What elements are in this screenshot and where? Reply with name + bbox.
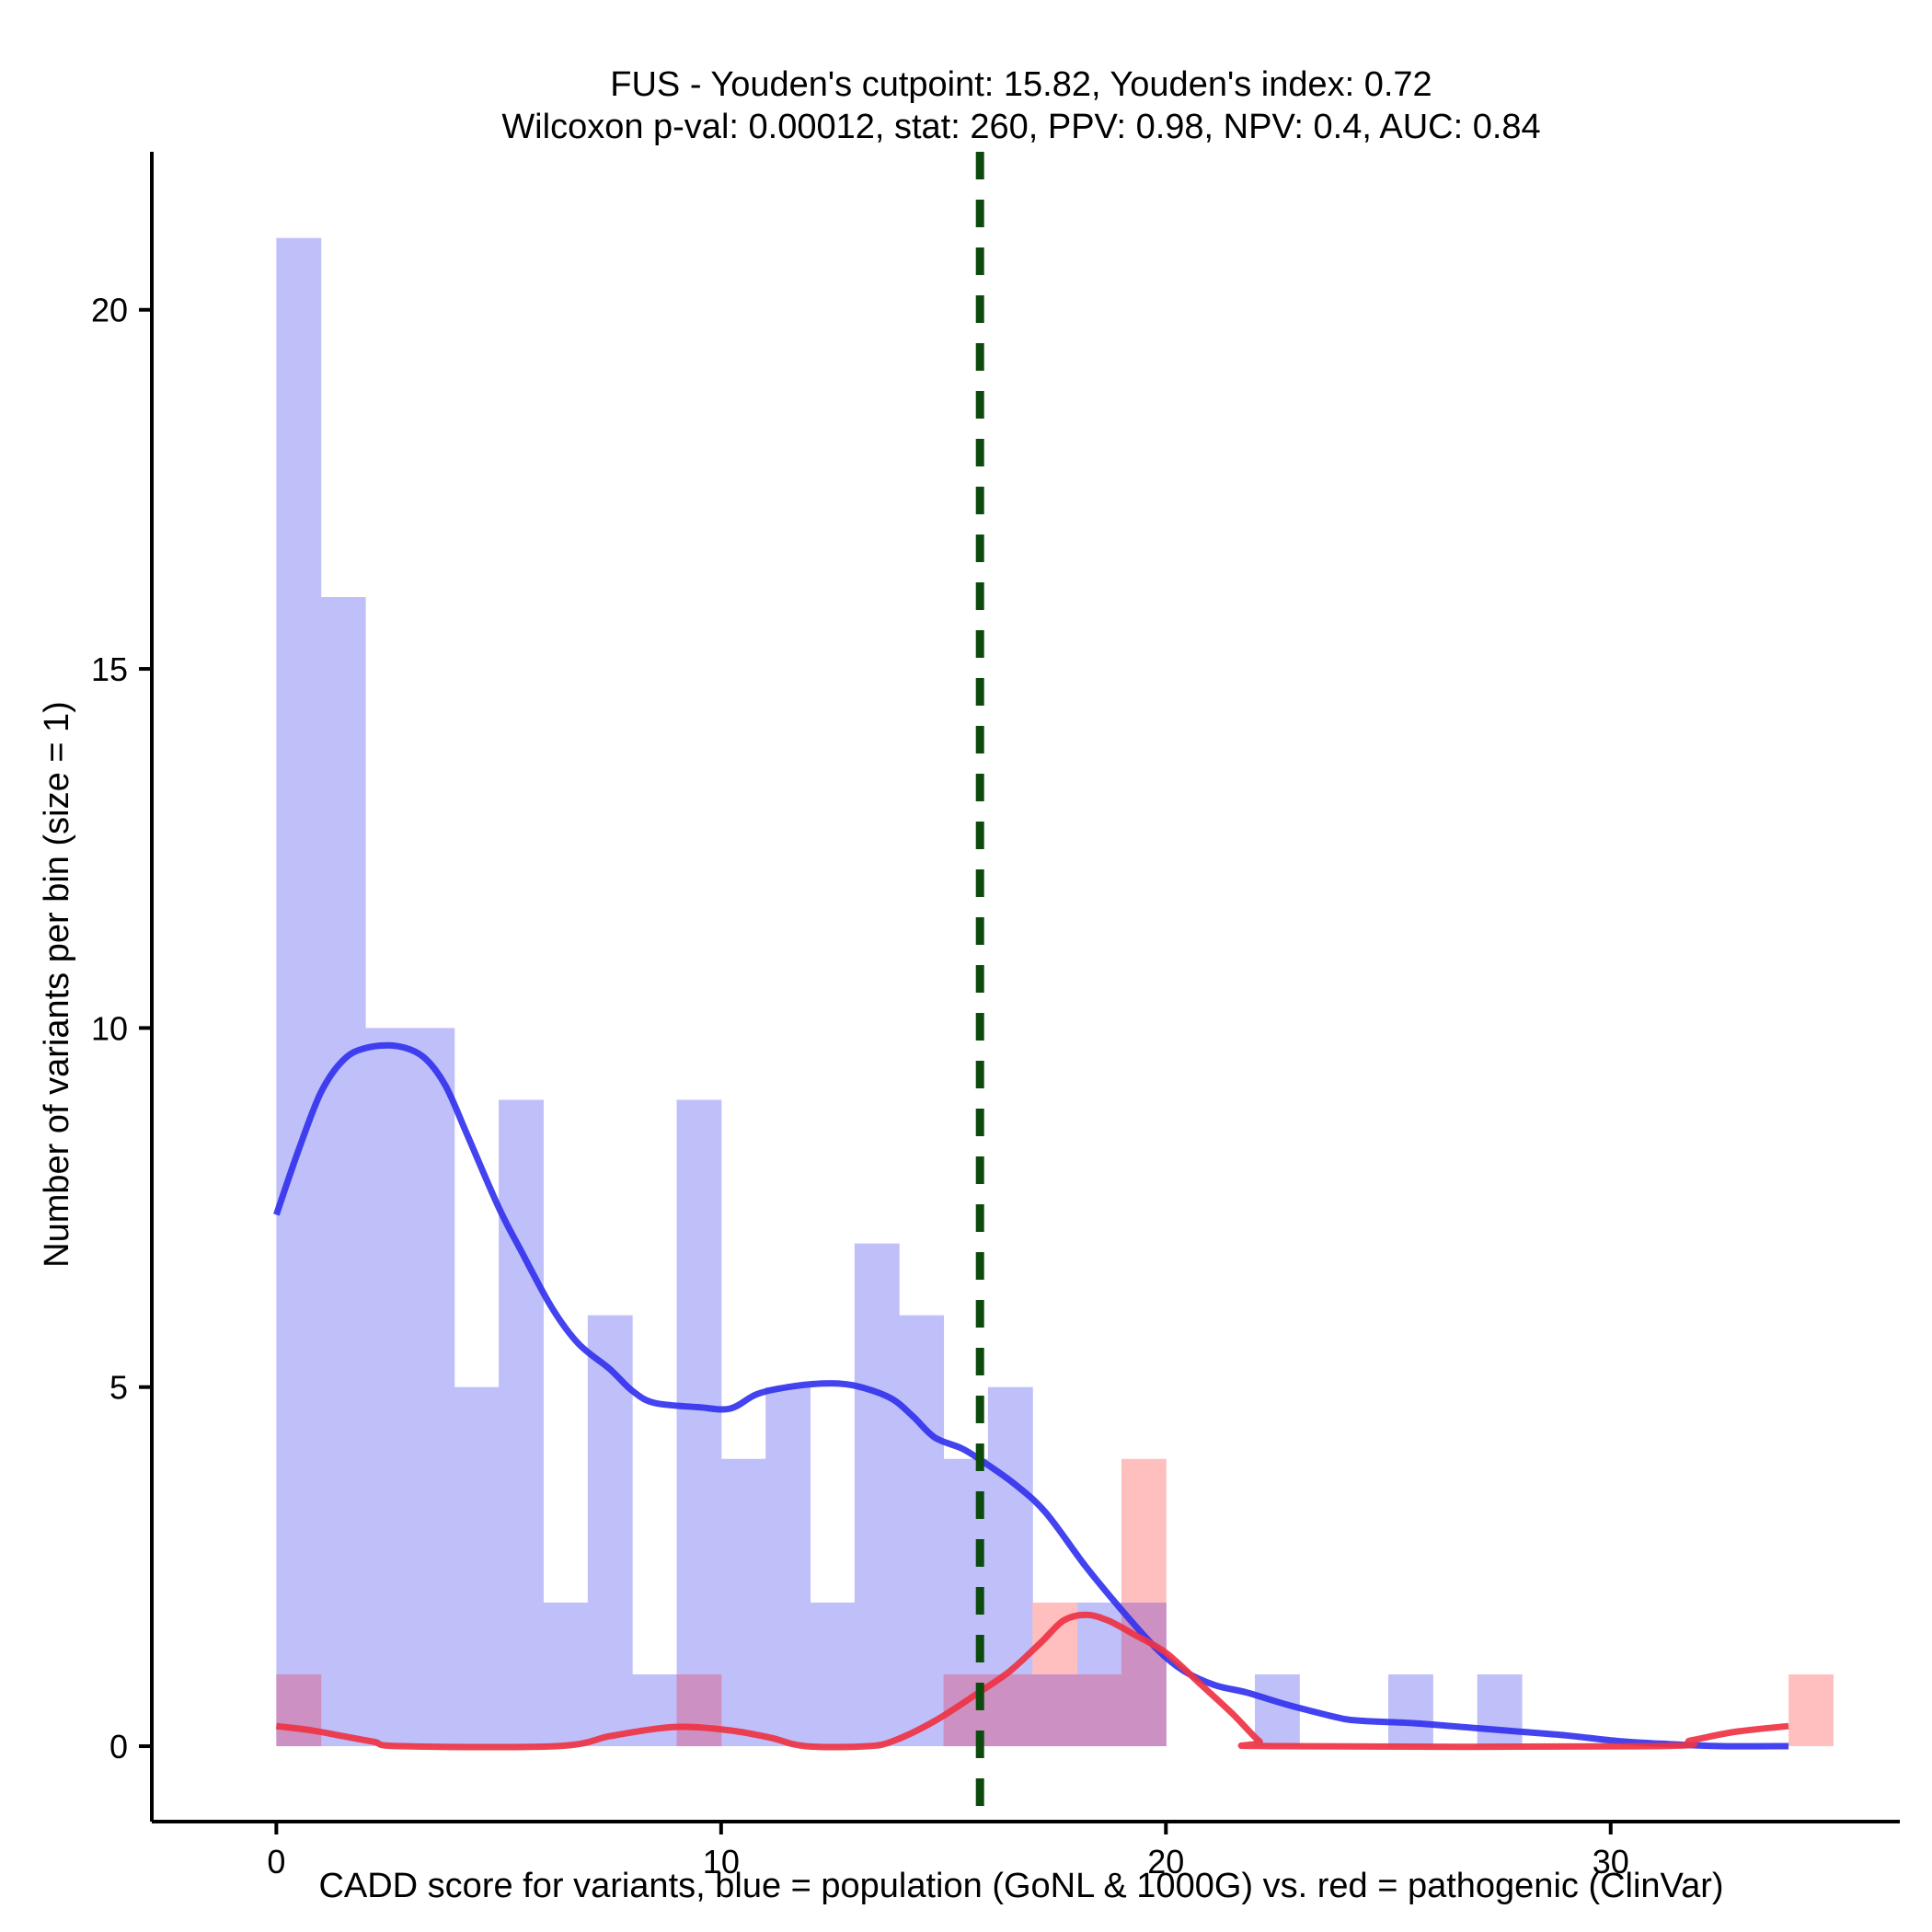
population-bar bbox=[499, 1099, 544, 1747]
x-axis-label: CADD score for variants, blue = populati… bbox=[318, 1867, 1723, 1905]
population-bar bbox=[276, 237, 322, 1747]
x-ticks: 0 10 20 30 bbox=[267, 1822, 1629, 1880]
axes: 0 10 20 30 0 5 10 15 20 bbox=[91, 152, 1900, 1880]
population-bar bbox=[320, 597, 366, 1747]
population-bar bbox=[899, 1315, 945, 1747]
pathogenic-bar bbox=[1121, 1458, 1167, 1603]
x-tick-label: 20 bbox=[1147, 1843, 1184, 1880]
y-axis-label: Number of variants per bin (size = 1) bbox=[38, 701, 76, 1268]
chart-title-line-2: Wilcoxon p-val: 0.00012, stat: 260, PPV:… bbox=[501, 108, 1540, 146]
population-bar bbox=[454, 1386, 500, 1747]
y-tick-label: 15 bbox=[91, 650, 128, 688]
overlap-bar bbox=[1121, 1602, 1167, 1747]
x-tick-label: 0 bbox=[267, 1843, 285, 1880]
pathogenic-bar bbox=[1032, 1602, 1078, 1674]
x-tick-label: 30 bbox=[1593, 1843, 1629, 1880]
population-bar bbox=[365, 1028, 410, 1747]
population-bar bbox=[543, 1602, 589, 1747]
population-bar bbox=[854, 1243, 900, 1747]
population-bar bbox=[810, 1602, 856, 1747]
density-lines bbox=[273, 1041, 1789, 1751]
chart-title-line-1: FUS - Youden's cutpoint: 15.82, Youden's… bbox=[610, 65, 1432, 104]
y-ticks: 0 5 10 15 20 bbox=[91, 292, 152, 1765]
population-bar bbox=[1388, 1673, 1433, 1747]
population-bar bbox=[587, 1315, 633, 1747]
population-bar bbox=[1254, 1673, 1300, 1747]
population-bar bbox=[676, 1099, 722, 1747]
population-bar bbox=[1477, 1673, 1523, 1747]
overlap-bar bbox=[1032, 1673, 1078, 1747]
y-tick-label: 20 bbox=[91, 292, 128, 329]
pathogenic-density-line bbox=[275, 1611, 1789, 1751]
population-bars bbox=[276, 237, 1523, 1747]
overlap-bar bbox=[676, 1673, 722, 1747]
population-density-line bbox=[273, 1041, 1789, 1750]
y-tick-label: 0 bbox=[109, 1728, 128, 1765]
overlap-bar bbox=[987, 1673, 1033, 1747]
pathogenic-bar bbox=[1788, 1673, 1834, 1747]
y-tick-label: 5 bbox=[109, 1369, 128, 1407]
y-tick-label: 10 bbox=[91, 1009, 128, 1047]
x-tick-label: 10 bbox=[703, 1843, 740, 1880]
population-bar bbox=[720, 1458, 766, 1747]
population-bar bbox=[409, 1028, 455, 1747]
overlap-bar bbox=[1076, 1673, 1122, 1747]
overlap-bar bbox=[276, 1673, 322, 1747]
population-bar bbox=[765, 1386, 811, 1747]
population-bar bbox=[632, 1673, 677, 1747]
pathogenic-bars bbox=[1032, 1458, 1834, 1747]
